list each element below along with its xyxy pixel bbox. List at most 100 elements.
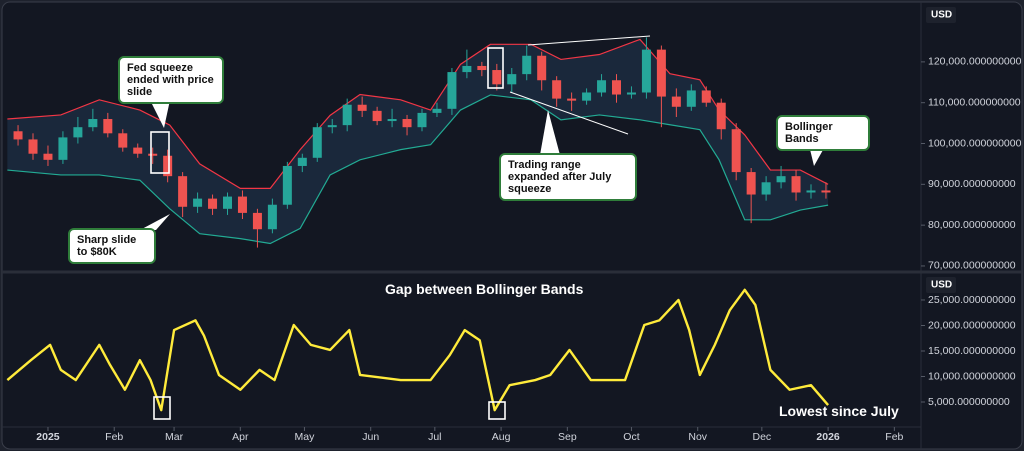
candle-body: [507, 74, 517, 85]
highlight-box: [150, 131, 170, 174]
candle-body: [731, 129, 741, 173]
candle-body: [28, 139, 38, 154]
candle-body: [806, 190, 816, 193]
band-upper: [7, 38, 829, 190]
candle-body: [746, 172, 756, 195]
candle-body: [701, 90, 711, 103]
candle-body: [582, 92, 592, 101]
candle-body: [417, 112, 427, 128]
callout-pointer: [150, 100, 170, 128]
unit-box: [926, 277, 956, 293]
candle-body: [716, 102, 726, 130]
annotation: Lowest since July: [779, 403, 899, 419]
y-tick-label: 25,000.000000000: [928, 294, 1016, 306]
x-tick-label: 2026: [816, 431, 840, 443]
candle-body: [312, 127, 322, 158]
candle-body: [776, 176, 786, 183]
candle-body: [193, 198, 203, 207]
candle-body: [462, 65, 472, 73]
candle-body: [163, 155, 173, 177]
candle-body: [252, 212, 262, 230]
trend-line: [527, 35, 651, 46]
y-tick-label: 20,000.000000000: [928, 319, 1016, 331]
candle-body: [43, 153, 53, 160]
candle-body: [208, 198, 218, 209]
candle-body: [118, 133, 128, 148]
candle-body: [223, 196, 233, 209]
candle-body: [611, 80, 621, 95]
y-unit: USD: [931, 10, 952, 21]
x-tick-label: Apr: [232, 431, 249, 443]
lower-title: Gap between Bollinger Bands: [385, 281, 584, 297]
candle-body: [372, 110, 382, 122]
candle-body: [73, 127, 83, 138]
candle-body: [13, 131, 23, 140]
y-tick-label: 120,000.000000000: [928, 56, 1022, 68]
candle-body: [133, 147, 143, 154]
candle-body: [357, 104, 367, 111]
x-tick-label: 2025: [36, 431, 60, 443]
candle-body: [626, 92, 636, 95]
candle-body: [88, 119, 98, 128]
callout: Bollinger Bands: [776, 115, 870, 151]
unit-box: [926, 7, 956, 23]
candle-body: [552, 80, 562, 99]
y-tick-label: 110,000.000000000: [928, 96, 1021, 108]
candle-body: [237, 196, 247, 213]
band-fill: [7, 39, 829, 244]
candle-body: [267, 204, 277, 230]
candle-body: [492, 70, 502, 85]
y-tick-label: 90,000.000000000: [928, 178, 1016, 190]
candle-body: [477, 65, 487, 71]
candle-body: [686, 90, 696, 107]
x-tick-label: Oct: [623, 431, 639, 443]
candle-body: [641, 49, 651, 93]
y-tick-label: 10,000.000000000: [928, 370, 1016, 382]
x-tick-label: Mar: [165, 431, 184, 443]
candle-body: [761, 182, 771, 195]
callout: Trading range expanded after July squeez…: [499, 153, 637, 201]
x-tick-label: Jun: [362, 431, 379, 443]
candle-body: [671, 96, 681, 107]
candle-body: [537, 55, 547, 81]
x-tick-label: Feb: [885, 431, 903, 443]
y-tick-label: 80,000.000000000: [928, 219, 1016, 231]
candle-body: [522, 55, 532, 75]
gap-line: [6, 288, 830, 412]
y-tick-label: 100,000.000000000: [928, 137, 1022, 149]
trend-line: [509, 91, 629, 135]
y-tick-label: 5,000.000000000: [928, 396, 1010, 408]
highlight-box: [487, 47, 504, 89]
candle-body: [432, 108, 442, 113]
highlights: [150, 35, 651, 420]
candle-body: [821, 190, 831, 193]
candle-body: [178, 176, 188, 207]
candle-body: [791, 176, 801, 193]
callout-pointer: [540, 110, 560, 155]
y-tick-label: 15,000.000000000: [928, 345, 1016, 357]
x-tick-label: Jul: [428, 431, 441, 443]
callout-pointer: [140, 214, 170, 230]
y-tick-label: 70,000.000000000: [928, 260, 1016, 272]
highlight-box: [488, 401, 506, 420]
candle-body: [387, 119, 397, 122]
candle-body: [656, 49, 666, 97]
candle-body: [447, 72, 457, 109]
callout: Sharp slide to $80K: [68, 228, 156, 264]
highlight-box: [153, 396, 171, 420]
x-tick-label: Nov: [688, 431, 707, 443]
x-tick-label: Aug: [492, 431, 511, 443]
candle-body: [282, 165, 292, 205]
x-tick-label: Feb: [105, 431, 123, 443]
x-tick-label: Dec: [752, 431, 771, 443]
candle-body: [402, 119, 412, 128]
candle-body: [342, 104, 352, 126]
band-lower: [7, 94, 829, 245]
y-unit: USD: [931, 280, 952, 291]
plot: USD 70,000.000000000 80,000.000000000 90,00…: [6, 7, 1022, 443]
candle-body: [103, 119, 113, 134]
callout: Fed squeeze ended with price slide: [118, 56, 224, 104]
candle-body: [327, 125, 337, 128]
